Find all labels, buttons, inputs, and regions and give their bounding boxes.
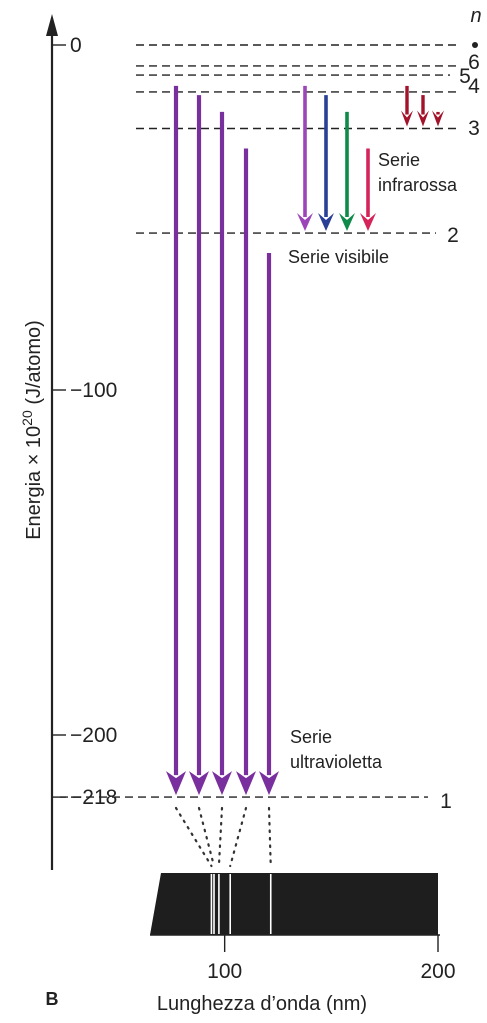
series-label-ultraviolet: Serie ultravioletta (290, 727, 383, 772)
energy-tick-label: −100 (70, 379, 117, 402)
arrow-ultraviolet-6-to-1 (166, 85, 186, 796)
arrow-visible-6-to-2 (297, 85, 313, 232)
level-label-5: 5 (459, 65, 471, 88)
energy-tick-label: 0 (70, 34, 82, 57)
arrow-ultraviolet-3-to-1 (236, 148, 256, 796)
arrow-visible-5-to-2 (318, 95, 334, 232)
projection-line (217, 806, 224, 868)
arrow-ultraviolet-4-to-1 (212, 111, 232, 796)
series-label-infrared-line-1: Serie (378, 150, 420, 170)
arrow-ultraviolet-5-to-1 (189, 95, 209, 796)
arrow-infrared-4-to-3 (432, 110, 444, 127)
energy-axis-title: Energia × 1020 (J/atomo) (19, 320, 45, 540)
arrow-visible-4-to-2 (339, 111, 355, 232)
arrow-ultraviolet-2-to-1 (259, 253, 279, 796)
arrow-visible-3-to-2 (360, 148, 376, 232)
energy-tick-label: −200 (70, 724, 117, 747)
wavelength-tick-label: 100 (207, 960, 242, 983)
wavelength-tick-label: 200 (420, 960, 455, 983)
spectrum-lines (210, 874, 272, 934)
spectrum-band (150, 873, 438, 935)
wavelength-axis-ticks: 100 200 (207, 935, 456, 983)
energy-axis-title-unit: (J/atomo) (23, 320, 45, 410)
series-label-visible: Serie visibile (288, 247, 389, 267)
energy-levels: 1 2 3 456 (60, 44, 480, 813)
transition-arrows (166, 85, 444, 796)
level-label-2: 2 (447, 224, 459, 247)
energy-axis-title-exponent: 20 (19, 410, 35, 426)
series-label-visible-line-1: Serie visibile (288, 247, 389, 267)
levels-header: n (470, 5, 481, 27)
series-label-ultraviolet-line-1: Serie (290, 727, 332, 747)
series-label-infrared: Serie infrarossa (378, 150, 458, 195)
arrow-infrared-6-to-3 (401, 85, 413, 127)
series-label-ultraviolet-line-2: ultravioletta (290, 752, 383, 772)
projection-line (229, 806, 248, 868)
series-label-infrared-line-2: infrarossa (378, 175, 458, 195)
levels-limit-dot (472, 42, 478, 48)
energy-axis-title-main: Energia × 10 (23, 426, 45, 540)
level-label-6: 6 (468, 51, 480, 74)
panel-label: B (46, 989, 59, 1009)
arrow-infrared-5-to-3 (417, 95, 429, 127)
energy-axis-ticks: 0−100−200−218 (52, 34, 117, 809)
projection-line (197, 806, 216, 868)
projection-dotted-lines (174, 806, 272, 868)
energy-axis-arrowhead (46, 14, 58, 36)
level-label-1: 1 (440, 790, 452, 813)
wavelength-axis-title: Lunghezza d’onda (nm) (157, 993, 367, 1015)
projection-line (267, 806, 272, 868)
level-label-3: 3 (468, 117, 480, 140)
level-label-4: 4 (468, 75, 480, 98)
